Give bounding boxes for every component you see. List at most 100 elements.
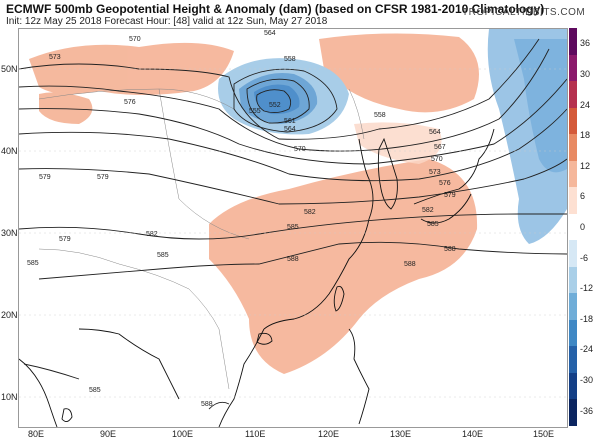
sri-lanka [61,408,73,422]
lon-label: 130E [390,429,412,439]
colorbar-swatch [569,28,577,55]
contour-label: 555 [249,108,261,115]
contour-label: 573 [49,54,61,61]
colorbar-label: -24 [580,344,594,355]
graticule [19,68,567,398]
contour-label: 552 [269,102,281,109]
contour-label: 582 [422,207,434,214]
colorbar-swatch [569,293,577,320]
anomaly-central-east-asia [209,159,478,374]
contour-label: 585 [89,387,101,394]
colorbar-swatch [569,213,577,241]
low-inner [254,84,300,115]
colorbar-label: 30 [580,68,591,79]
negative-anomaly-fill [218,29,567,244]
lon-label: 80E [28,429,45,439]
contour-label: 570 [129,36,141,43]
lon-label: 150E [533,429,555,439]
indochina-coast [218,328,265,427]
contour-label: 588 [287,256,299,263]
lat-label: 20N [1,310,18,320]
japan-islands [413,128,495,224]
map-title: ECMWF 500mb Geopotential Height & Anomal… [6,2,545,16]
philippines [348,328,370,425]
contour-label: 588 [201,401,213,408]
map-canvas: 552 558 555 561 564 564 558 570 573 576 … [19,29,567,427]
taiwan-island [333,285,345,312]
map-subtitle: Init: 12z May 25 2018 Forecast Hour: [48… [6,16,328,27]
anomaly-northeast-china [319,33,479,113]
lat-label: 10N [1,392,18,402]
colorbar-swatch [569,319,577,347]
map-panel: 552 558 555 561 564 564 558 570 573 576 … [18,28,568,428]
colorbar-swatch [569,160,577,188]
colorbar-swatch [569,399,577,426]
colorbar-swatch [569,54,577,82]
colorbar-label: -30 [580,375,594,386]
contour-label: 588 [404,261,416,268]
colorbar-label: 12 [580,160,591,171]
contour-label: 570 [431,156,443,163]
anomaly-north-band [29,42,234,95]
brand-watermark: TROPICALTIDBITS.COM [462,7,586,18]
colorbar-label: -36 [580,405,594,416]
colorbar-label: 24 [580,99,591,110]
contour-label: 582 [304,209,316,216]
lon-label: 110E [245,429,266,439]
contour-label: 573 [429,169,441,176]
india-coast [19,358,58,427]
contour-label: 582 [146,231,158,238]
colorbar-swatch [569,134,577,161]
lon-label: 140E [462,429,484,439]
contour-label: 579 [444,192,456,199]
contour-label: 564 [264,30,276,37]
contour-label: 561 [284,118,296,125]
coastlines [19,128,495,427]
contour-label: 576 [124,99,136,106]
colorbar-label: -12 [580,283,594,294]
contour-label: 579 [39,174,51,181]
contour-label: 579 [59,236,71,243]
korea-peninsula [377,137,398,210]
positive-anomaly-fill [29,33,479,374]
contour-label: 579 [97,174,109,181]
contour-label: 570 [294,146,306,153]
contour-label: 585 [157,252,169,259]
contour-label: 564 [429,129,441,136]
colorbar-label: 6 [580,191,586,202]
colorbar-label: -6 [580,252,589,263]
colorbar-swatch [569,187,577,214]
anomaly-west-band [39,92,93,124]
contour-label: 567 [434,144,446,151]
lat-label: 30N [1,228,18,238]
colorbar-swatch [569,266,577,294]
lat-label: 40N [1,146,18,156]
height-contours [19,38,567,410]
contour-label: 585 [427,221,439,228]
contour-labels: 552 558 555 561 564 564 558 570 573 576 … [27,30,456,408]
hainan-island [256,332,273,345]
contour-label: 564 [284,126,296,133]
lon-label: 90E [100,429,117,439]
colorbar-swatch [569,372,577,400]
colorbar-swatch [569,240,577,267]
contour-label: 558 [374,112,386,119]
colorbar-label: 0 [580,222,586,232]
anomaly-colorbar [569,28,577,426]
lat-label: 50N [1,64,18,74]
contour-label: 576 [439,180,451,187]
country-borders [38,88,365,390]
colorbar-label: 18 [580,130,591,141]
contour-label: 585 [287,224,299,231]
contour-label: 558 [284,56,296,63]
colorbar-swatch [569,346,577,373]
bay-of-bengal-coast [78,328,180,400]
colorbar-label: -18 [580,313,594,324]
colorbar-label: 36 [580,38,591,49]
colorbar-swatch [569,107,577,135]
lon-label: 120E [318,429,340,439]
contour-label: 588 [444,246,456,253]
china-coast [263,138,374,330]
lon-label: 100E [172,429,194,439]
colorbar-swatch [569,81,577,108]
